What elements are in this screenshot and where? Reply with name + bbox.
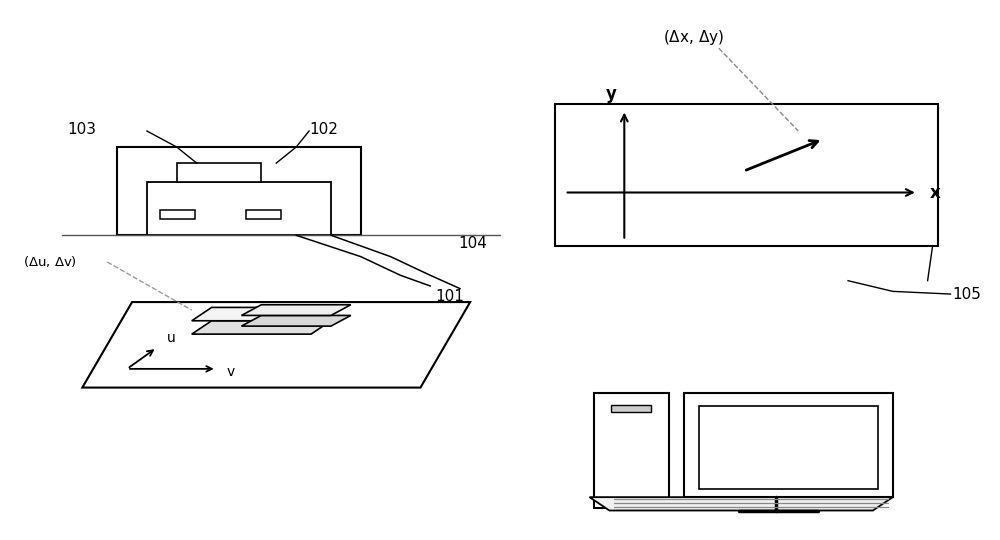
- Bar: [699, 406, 878, 489]
- Text: x: x: [930, 184, 940, 201]
- Polygon shape: [82, 302, 470, 388]
- Polygon shape: [192, 321, 331, 334]
- Text: y: y: [606, 85, 617, 103]
- Text: 102: 102: [309, 123, 338, 138]
- Bar: [147, 182, 331, 235]
- Bar: [684, 393, 893, 497]
- Bar: [160, 210, 195, 219]
- Polygon shape: [241, 315, 351, 326]
- Text: 103: 103: [67, 123, 96, 138]
- Text: v: v: [227, 364, 235, 379]
- Text: ($\Delta$u, $\Delta$v): ($\Delta$u, $\Delta$v): [23, 254, 77, 269]
- Text: ($\Delta$x, $\Delta$y): ($\Delta$x, $\Delta$y): [663, 28, 724, 47]
- Text: 101: 101: [435, 289, 464, 303]
- Bar: [611, 405, 651, 411]
- Polygon shape: [590, 497, 893, 510]
- Bar: [594, 393, 669, 508]
- Polygon shape: [241, 305, 351, 315]
- Text: 104: 104: [458, 236, 487, 251]
- Bar: [177, 163, 261, 182]
- Bar: [117, 147, 361, 235]
- Text: u: u: [167, 331, 176, 345]
- Bar: [246, 210, 281, 219]
- Bar: [555, 104, 938, 246]
- Text: 105: 105: [952, 287, 981, 301]
- Polygon shape: [192, 307, 331, 321]
